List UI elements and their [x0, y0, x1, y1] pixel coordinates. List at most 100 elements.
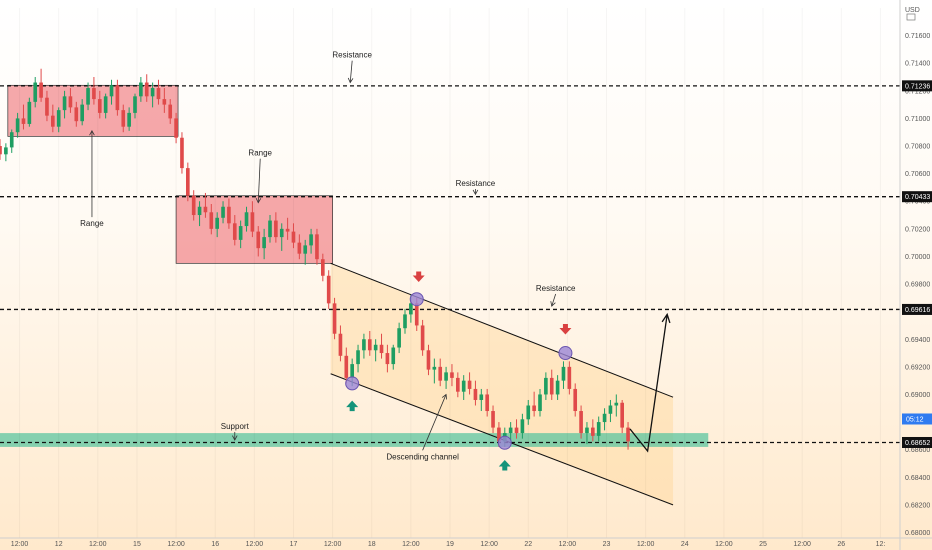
candle-up[interactable]	[27, 97, 32, 127]
candle-down[interactable]	[121, 104, 126, 133]
candle-up[interactable]	[238, 220, 243, 249]
candle-down[interactable]	[514, 419, 519, 439]
candle-up[interactable]	[520, 413, 525, 439]
candle-down[interactable]	[21, 104, 26, 130]
candle-up[interactable]	[544, 372, 548, 400]
candles-layer[interactable]	[0, 68, 630, 450]
candle-up[interactable]	[538, 388, 542, 417]
candle-down[interactable]	[420, 319, 425, 356]
candle-up[interactable]	[526, 399, 531, 425]
candle-down[interactable]	[485, 388, 489, 417]
candle-up[interactable]	[268, 215, 272, 243]
candle-down[interactable]	[174, 112, 178, 144]
candle-up[interactable]	[221, 201, 225, 224]
candle-up[interactable]	[432, 358, 437, 384]
candle-down[interactable]	[491, 405, 495, 434]
candle-up[interactable]	[608, 399, 613, 423]
candle-down[interactable]	[450, 364, 454, 387]
candle-up[interactable]	[215, 212, 219, 238]
candle-down[interactable]	[326, 270, 331, 309]
candle-up[interactable]	[585, 422, 589, 445]
candle-down[interactable]	[45, 90, 49, 122]
candle-up[interactable]	[279, 223, 284, 251]
candle-down[interactable]	[291, 223, 296, 249]
candle-up[interactable]	[356, 344, 360, 373]
candle-up[interactable]	[139, 77, 143, 102]
candle-up[interactable]	[555, 375, 560, 400]
candle-down[interactable]	[97, 90, 102, 119]
candle-up[interactable]	[362, 333, 366, 359]
candle-down[interactable]	[250, 201, 255, 238]
candle-up[interactable]	[596, 416, 601, 442]
candle-up[interactable]	[303, 239, 308, 265]
candle-down[interactable]	[162, 88, 167, 113]
candle-down[interactable]	[297, 234, 302, 260]
candle-up[interactable]	[373, 339, 378, 362]
candle-up[interactable]	[403, 308, 407, 334]
candle-down[interactable]	[456, 372, 460, 398]
candle-down[interactable]	[620, 399, 624, 434]
candle-down[interactable]	[232, 215, 237, 246]
candle-down[interactable]	[115, 79, 120, 116]
candle-down[interactable]	[68, 88, 73, 113]
resistance-3-price-tag[interactable]: 0.69616	[902, 303, 932, 315]
candle-up[interactable]	[508, 422, 513, 442]
candle-up[interactable]	[150, 82, 155, 108]
candle-down[interactable]	[438, 358, 443, 387]
candle-up[interactable]	[127, 107, 131, 131]
candle-down[interactable]	[39, 68, 43, 102]
candle-up[interactable]	[397, 322, 401, 354]
candle-up[interactable]	[614, 394, 619, 417]
candle-down[interactable]	[156, 79, 161, 105]
support-price-tag[interactable]: 0.68652	[902, 436, 932, 448]
candle-up[interactable]	[33, 77, 38, 108]
candle-down[interactable]	[467, 372, 472, 395]
candle-up[interactable]	[244, 206, 249, 232]
candle-up[interactable]	[9, 129, 14, 153]
candle-down[interactable]	[567, 361, 572, 395]
candle-up[interactable]	[444, 366, 448, 389]
candle-down[interactable]	[379, 333, 384, 359]
candle-down[interactable]	[367, 330, 372, 356]
candle-down[interactable]	[315, 228, 319, 265]
candle-down[interactable]	[0, 139, 2, 160]
candle-down[interactable]	[332, 297, 337, 340]
resistance-1-price-tag[interactable]: 0.71236	[902, 80, 932, 92]
candle-down[interactable]	[579, 405, 583, 439]
candle-up[interactable]	[4, 143, 8, 162]
candle-down[interactable]	[549, 369, 554, 400]
candle-up[interactable]	[602, 408, 607, 431]
candle-down[interactable]	[227, 198, 231, 229]
candle-down[interactable]	[168, 99, 173, 124]
candle-up[interactable]	[56, 107, 61, 133]
candle-down[interactable]	[256, 226, 261, 257]
candle-up[interactable]	[479, 388, 484, 412]
candle-down[interactable]	[626, 422, 630, 450]
candle-up[interactable]	[103, 93, 108, 119]
candle-up[interactable]	[62, 90, 67, 119]
candle-down[interactable]	[203, 192, 208, 218]
candle-down[interactable]	[186, 162, 190, 202]
candle-down[interactable]	[385, 344, 390, 373]
candle-up[interactable]	[309, 228, 313, 254]
candle-up[interactable]	[197, 201, 202, 227]
candle-down[interactable]	[285, 217, 290, 240]
candle-down[interactable]	[591, 419, 595, 442]
countdown-tag[interactable]: 05:12	[902, 413, 932, 425]
candle-up[interactable]	[461, 375, 466, 400]
candle-down[interactable]	[191, 190, 196, 221]
candle-up[interactable]	[262, 228, 266, 260]
candle-down[interactable]	[532, 391, 536, 417]
candle-down[interactable]	[74, 101, 79, 127]
candle-up[interactable]	[86, 82, 90, 111]
candle-down[interactable]	[338, 325, 343, 362]
candle-down[interactable]	[144, 74, 149, 102]
candle-down[interactable]	[473, 380, 478, 406]
candle-up[interactable]	[133, 93, 137, 119]
resistance-2-price-tag[interactable]: 0.70433	[902, 191, 932, 203]
candle-up[interactable]	[80, 99, 84, 126]
candle-down[interactable]	[180, 132, 184, 174]
candle-down[interactable]	[51, 104, 55, 133]
candle-down[interactable]	[321, 253, 325, 282]
